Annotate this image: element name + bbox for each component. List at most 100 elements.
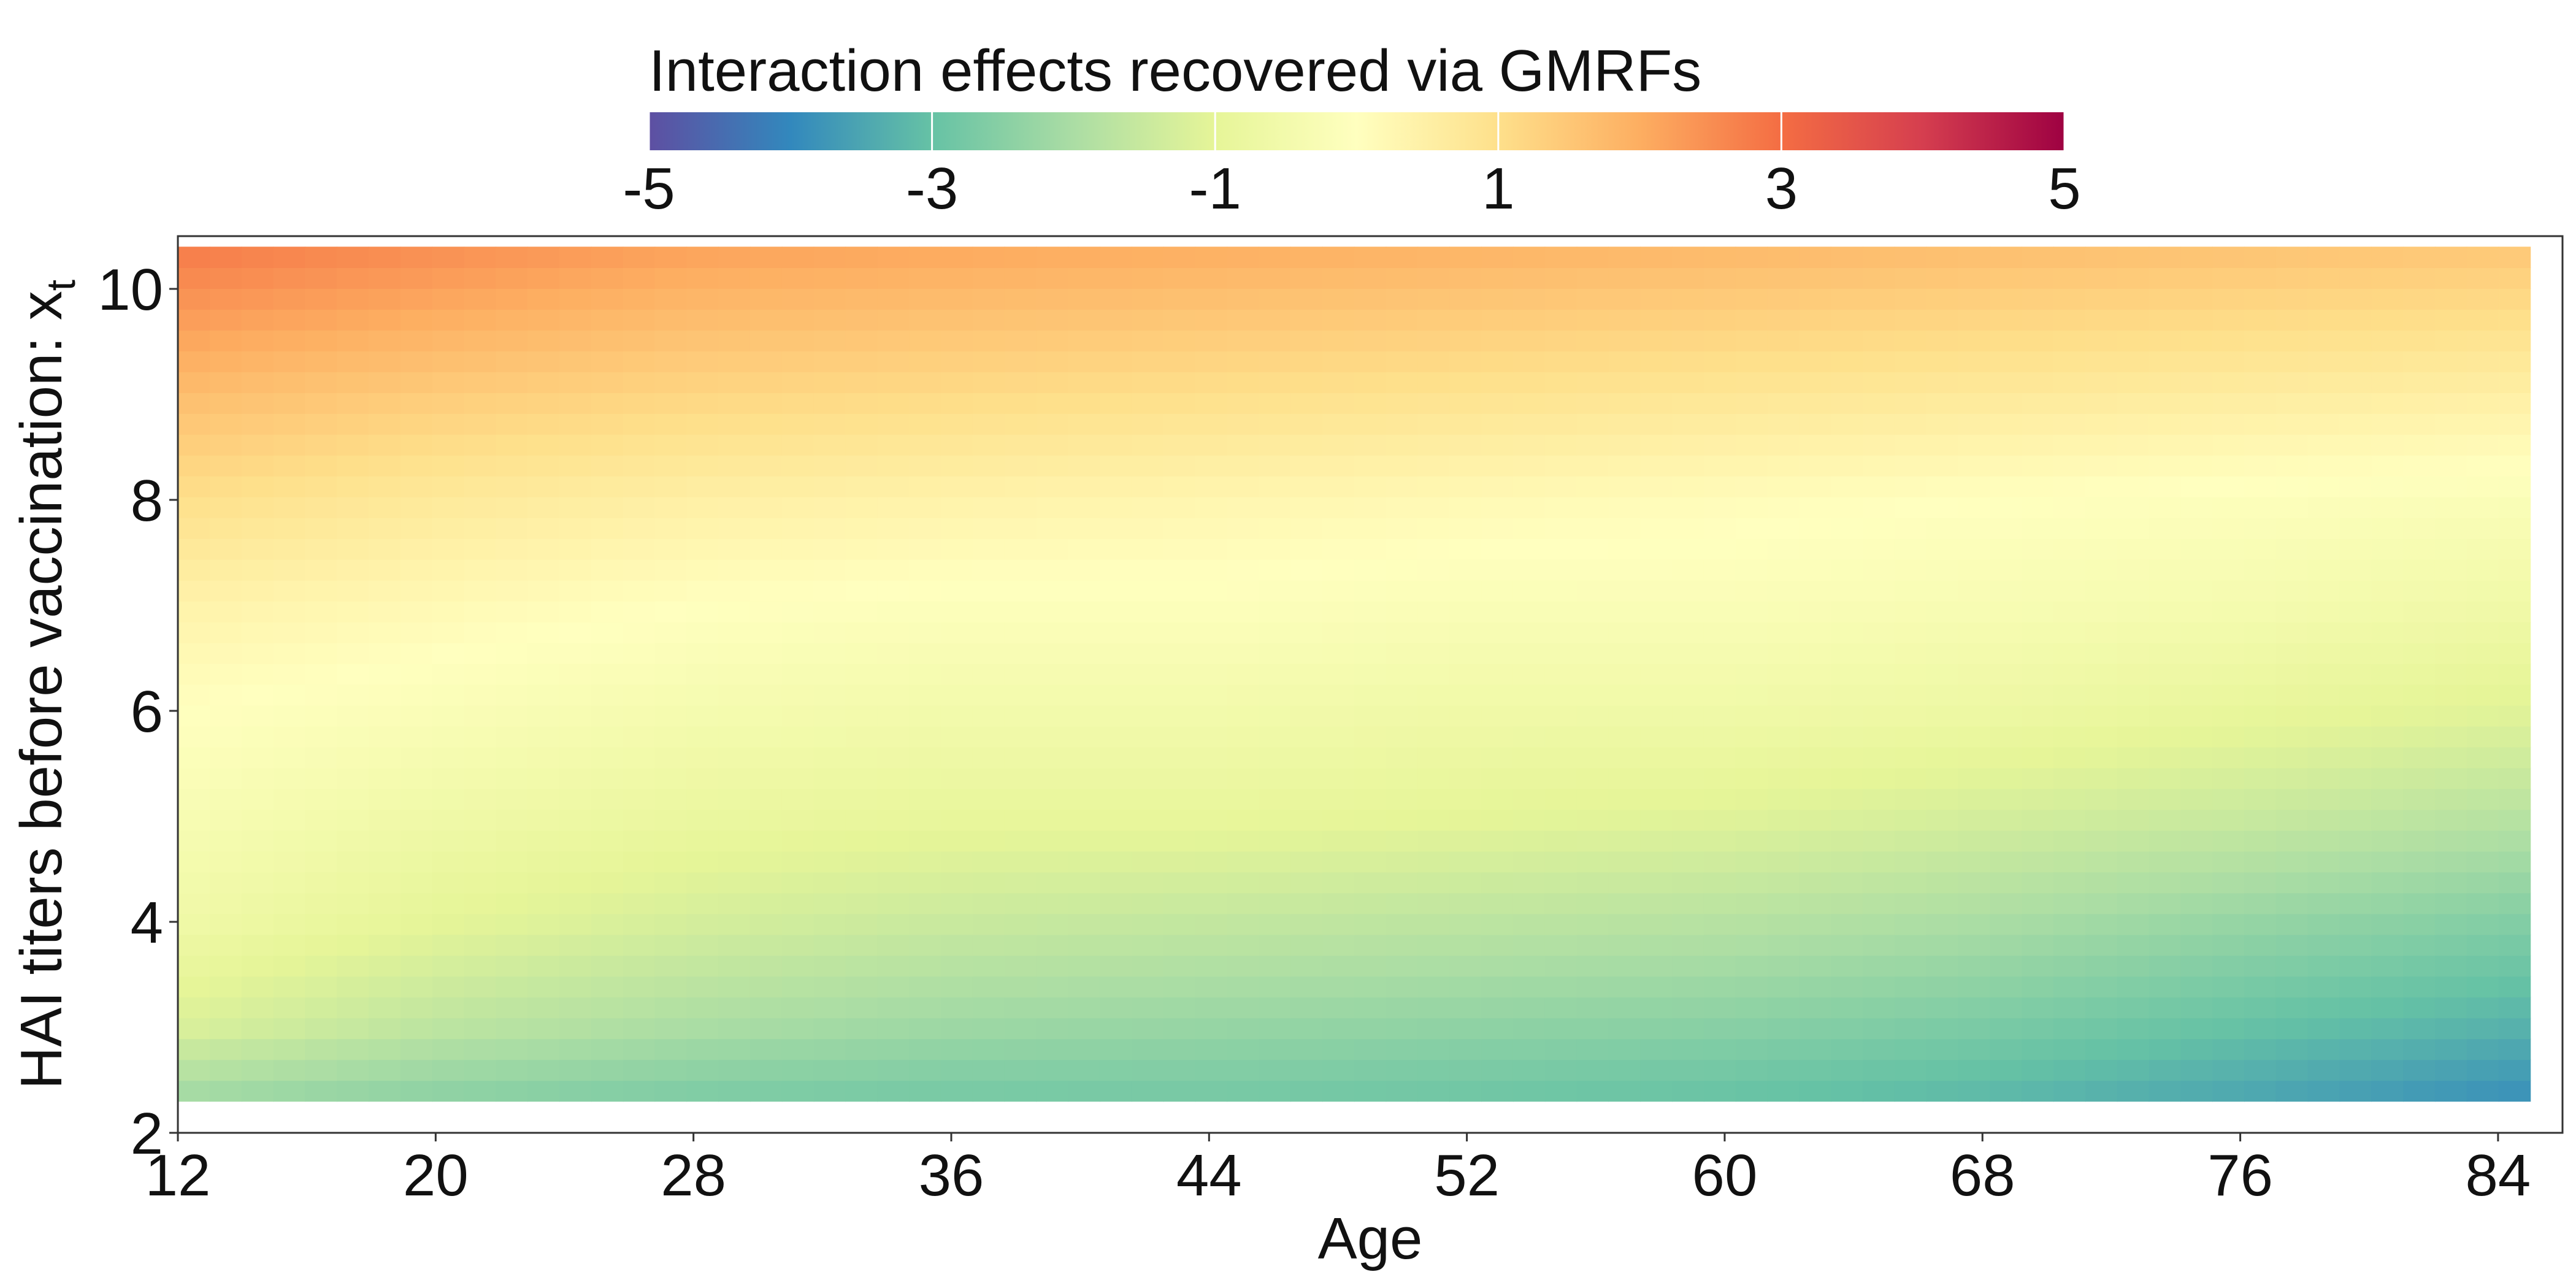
heatmap-cell <box>400 600 433 623</box>
heatmap-cell <box>2212 309 2245 331</box>
heatmap-cell <box>654 872 688 894</box>
heatmap-cell <box>1036 913 1069 935</box>
heatmap-cell <box>1863 976 1895 998</box>
heatmap-cell <box>2371 434 2404 456</box>
heatmap-cell <box>877 872 910 894</box>
heatmap-cell <box>2466 1018 2499 1040</box>
heatmap-cell <box>1386 892 1419 914</box>
heatmap-cell <box>337 955 369 977</box>
heatmap-cell <box>1608 872 1641 894</box>
heatmap-cell <box>1195 1018 1228 1040</box>
heatmap-cell <box>718 851 751 873</box>
heatmap-cell <box>749 351 783 372</box>
heatmap-cell <box>241 372 274 393</box>
heatmap-cell <box>432 496 465 518</box>
heatmap-cell <box>1672 830 1704 852</box>
heatmap-cell <box>1990 413 2022 435</box>
heatmap-cell <box>1322 913 1355 935</box>
heatmap-cell <box>1131 955 1164 977</box>
heatmap-cell <box>2371 1080 2404 1102</box>
heatmap-cell <box>686 726 719 748</box>
heatmap-cell <box>464 726 497 748</box>
heatmap-cell <box>1227 600 1260 623</box>
heatmap-cell <box>2339 393 2372 414</box>
heatmap-cell <box>1608 684 1641 706</box>
heatmap-cell <box>1735 1018 1768 1040</box>
heatmap-cell <box>368 642 401 664</box>
heatmap-cell <box>2212 538 2245 560</box>
heatmap-cell <box>368 621 401 643</box>
heatmap-cell <box>2498 746 2531 769</box>
heatmap-cell <box>749 455 783 477</box>
heatmap-cell <box>940 1059 973 1081</box>
heatmap-cell <box>1195 997 1228 1019</box>
heatmap-cell <box>1767 538 1800 560</box>
heatmap-cell <box>1163 455 1196 477</box>
heatmap-cell <box>686 434 719 456</box>
heatmap-cell <box>972 1038 1005 1060</box>
heatmap-cell <box>654 746 688 769</box>
heatmap-cell <box>368 934 401 956</box>
heatmap-cell <box>368 559 401 581</box>
heatmap-cell <box>241 955 274 977</box>
heatmap-cell <box>1386 330 1419 351</box>
heatmap-cell <box>2117 393 2150 414</box>
heatmap-cell <box>209 872 242 894</box>
heatmap-cell <box>1735 621 1768 643</box>
heatmap-cell <box>654 455 688 477</box>
heatmap-cell <box>2466 455 2499 477</box>
heatmap-cell <box>1449 288 1482 310</box>
heatmap-cell <box>1259 726 1291 748</box>
heatmap-cell <box>1926 788 1959 810</box>
heatmap-cell <box>337 496 369 518</box>
heatmap-cell <box>2053 288 2086 310</box>
heatmap-cell <box>1386 600 1419 623</box>
heatmap-cell <box>2180 767 2213 789</box>
heatmap-cell <box>1831 372 1863 393</box>
heatmap-cell <box>305 976 337 998</box>
heatmap-cell <box>1354 600 1387 623</box>
heatmap-cell <box>2244 892 2277 914</box>
heatmap-cell <box>2307 767 2340 789</box>
heatmap-cell <box>654 934 688 956</box>
heatmap-cell <box>1735 767 1768 789</box>
heatmap-cell <box>1608 517 1641 539</box>
heatmap-cell <box>400 913 433 935</box>
heatmap-cell <box>1004 726 1037 748</box>
heatmap-cell <box>2403 413 2436 435</box>
heatmap-cell <box>2307 517 2340 539</box>
heatmap-cell <box>972 955 1005 977</box>
heatmap-cell <box>1449 830 1482 852</box>
heatmap-cell <box>1004 393 1037 414</box>
heatmap-cell <box>2307 288 2340 310</box>
heatmap-cell <box>2434 684 2467 706</box>
heatmap-cell <box>209 684 242 706</box>
heatmap-cell <box>241 892 274 914</box>
heatmap-cell <box>1163 580 1196 602</box>
heatmap-cell <box>1259 663 1291 685</box>
heatmap-cell <box>2022 767 2054 789</box>
heatmap-cell <box>2307 434 2340 456</box>
heatmap-cell <box>464 413 497 435</box>
heatmap-cell <box>1894 913 1927 935</box>
heatmap-cell <box>400 330 433 351</box>
heatmap-cell <box>400 746 433 769</box>
heatmap-cell <box>2371 455 2404 477</box>
heatmap-cell <box>1036 580 1069 602</box>
heatmap-cell <box>1958 663 1991 685</box>
heatmap-cell <box>2149 934 2182 956</box>
heatmap-cell <box>654 1059 688 1081</box>
heatmap-cell <box>1799 309 1831 331</box>
heatmap-cell <box>209 746 242 769</box>
heatmap-cell <box>241 684 274 706</box>
heatmap-cell <box>178 288 210 310</box>
heatmap-cell <box>1386 455 1419 477</box>
heatmap-cell <box>2339 559 2372 581</box>
heatmap-cell <box>1703 330 1736 351</box>
heatmap-cell <box>2403 580 2436 602</box>
heatmap-cell <box>368 1018 401 1040</box>
heatmap-cell <box>1672 705 1704 727</box>
heatmap-cell <box>845 705 878 727</box>
heatmap-cell <box>2244 746 2277 769</box>
heatmap-cell <box>1767 393 1800 414</box>
